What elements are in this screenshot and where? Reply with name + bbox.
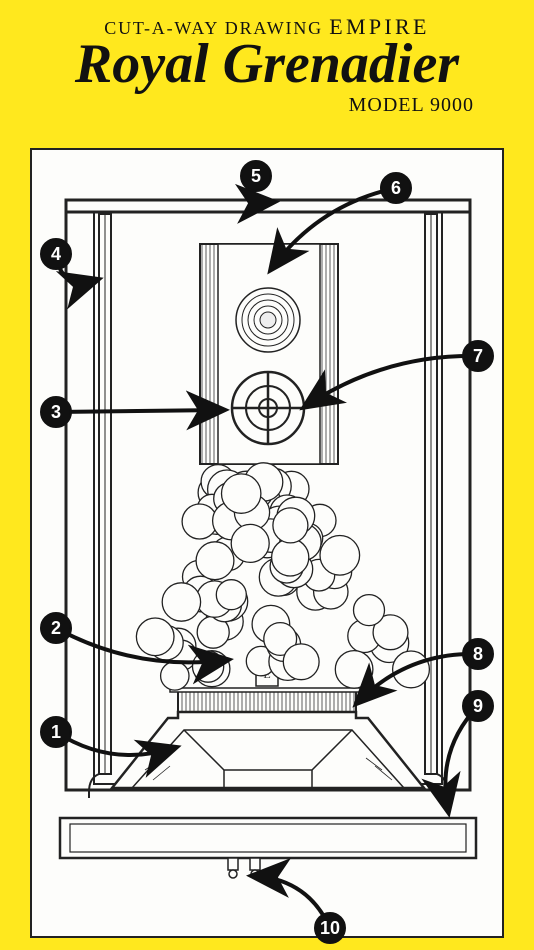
callout-3: 3 <box>40 396 72 428</box>
callout-2: 2 <box>40 612 72 644</box>
callout-9: 9 <box>462 690 494 722</box>
callout-1: 1 <box>40 716 72 748</box>
cutaway-diagram: E <box>0 0 534 950</box>
callout-10: 10 <box>314 912 346 944</box>
callout-4: 4 <box>40 238 72 270</box>
callout-5: 5 <box>240 160 272 192</box>
callout-7: 7 <box>462 340 494 372</box>
callout-8: 8 <box>462 638 494 670</box>
callout-6: 6 <box>380 172 412 204</box>
